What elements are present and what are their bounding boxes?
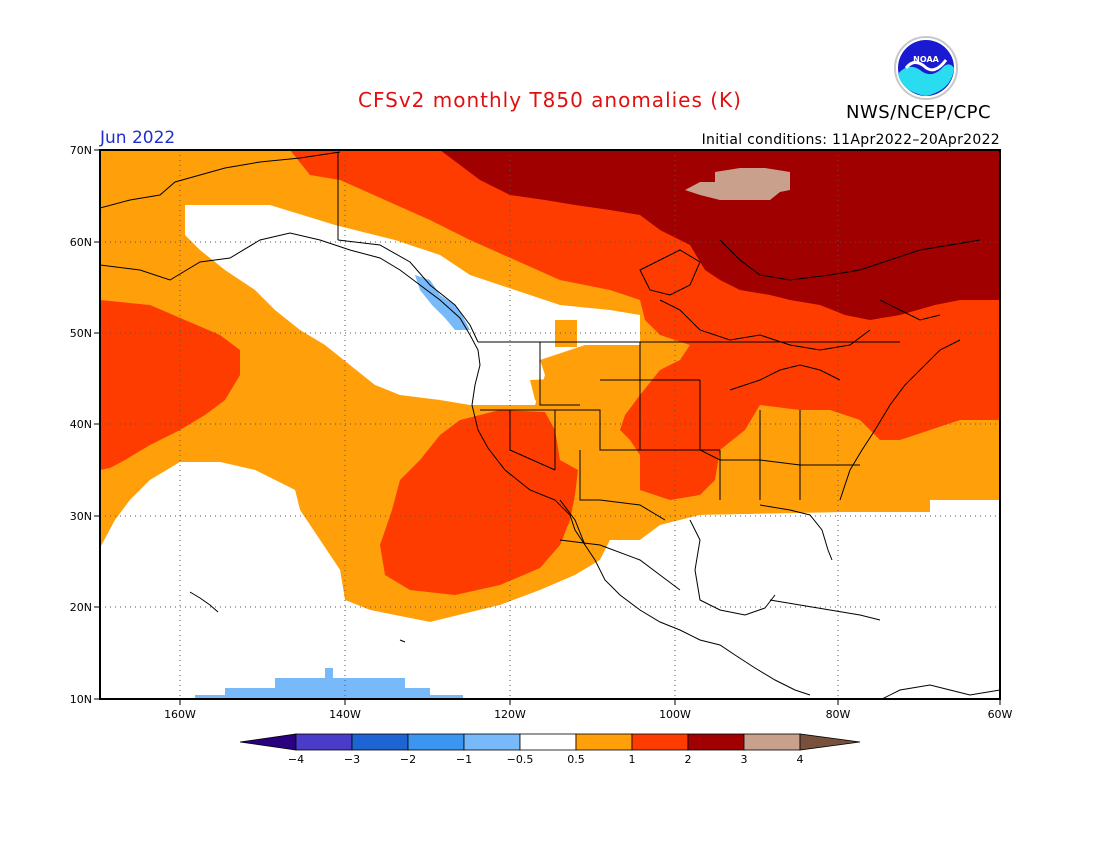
colorbar-label: −0.5 (507, 753, 534, 766)
chart-title: CFSv2 monthly T850 anomalies (K) (358, 88, 742, 112)
agency-label: NWS/NCEP/CPC (846, 102, 992, 123)
axis-ticks (94, 149, 1001, 705)
lon-tick-label: 140W (329, 708, 361, 721)
colorbar-label: −3 (344, 753, 360, 766)
lon-tick-label: 100W (659, 708, 691, 721)
lat-tick-label: 50N (70, 327, 92, 340)
lat-tick-label: 10N (70, 693, 92, 706)
colorbar: −4 −3 −2 −1 −0.5 0.5 1 2 3 4 (239, 733, 861, 766)
anomaly-region-darkred (440, 150, 1000, 320)
colorbar-label: 4 (797, 753, 804, 766)
colorbar-swatch (407, 733, 465, 751)
lat-tick-label: 40N (70, 418, 92, 431)
logo-text: NOAA (913, 55, 939, 64)
colorbar-swatch (687, 733, 745, 751)
anomaly-field (100, 150, 1000, 699)
lon-tick-label: 60W (988, 708, 1013, 721)
lat-tick-label: 60N (70, 236, 92, 249)
colorbar-label: 1 (629, 753, 636, 766)
borders (337, 152, 900, 591)
anomaly-region-red-southwest (380, 410, 578, 595)
lat-tick-label: 30N (70, 510, 92, 523)
colorbar-label: 3 (741, 753, 748, 766)
lon-tick-label: 80W (826, 708, 851, 721)
colorbar-swatch (519, 733, 577, 751)
colorbar-swatch (463, 733, 521, 751)
lon-tick-label: 160W (164, 708, 196, 721)
noaa-logo: NOAA (894, 36, 958, 100)
anomaly-region-neutral (185, 205, 640, 405)
colorbar-label: 0.5 (567, 753, 585, 766)
lat-tick-label: 70N (70, 144, 92, 157)
colorbar-label: −1 (456, 753, 472, 766)
lon-tick-label: 120W (494, 708, 526, 721)
colorbar-label: 2 (685, 753, 692, 766)
colorbar-arrow-left (239, 733, 297, 751)
colorbar-arrow-right (799, 733, 861, 751)
anomaly-region-red-west (100, 300, 240, 470)
colorbar-swatch (351, 733, 409, 751)
colorbar-label: −4 (288, 753, 304, 766)
anomaly-region-tan (685, 168, 790, 200)
colorbar-swatch (295, 733, 353, 751)
colorbar-swatch (575, 733, 633, 751)
initial-conditions: Initial conditions: 11Apr2022–20Apr2022 (701, 132, 1000, 148)
colorbar-swatch (743, 733, 801, 751)
lat-tick-label: 20N (70, 601, 92, 614)
coastlines (100, 151, 1000, 699)
valid-month: Jun 2022 (100, 128, 176, 148)
colorbar-swatch (631, 733, 689, 751)
colorbar-label: −2 (400, 753, 416, 766)
